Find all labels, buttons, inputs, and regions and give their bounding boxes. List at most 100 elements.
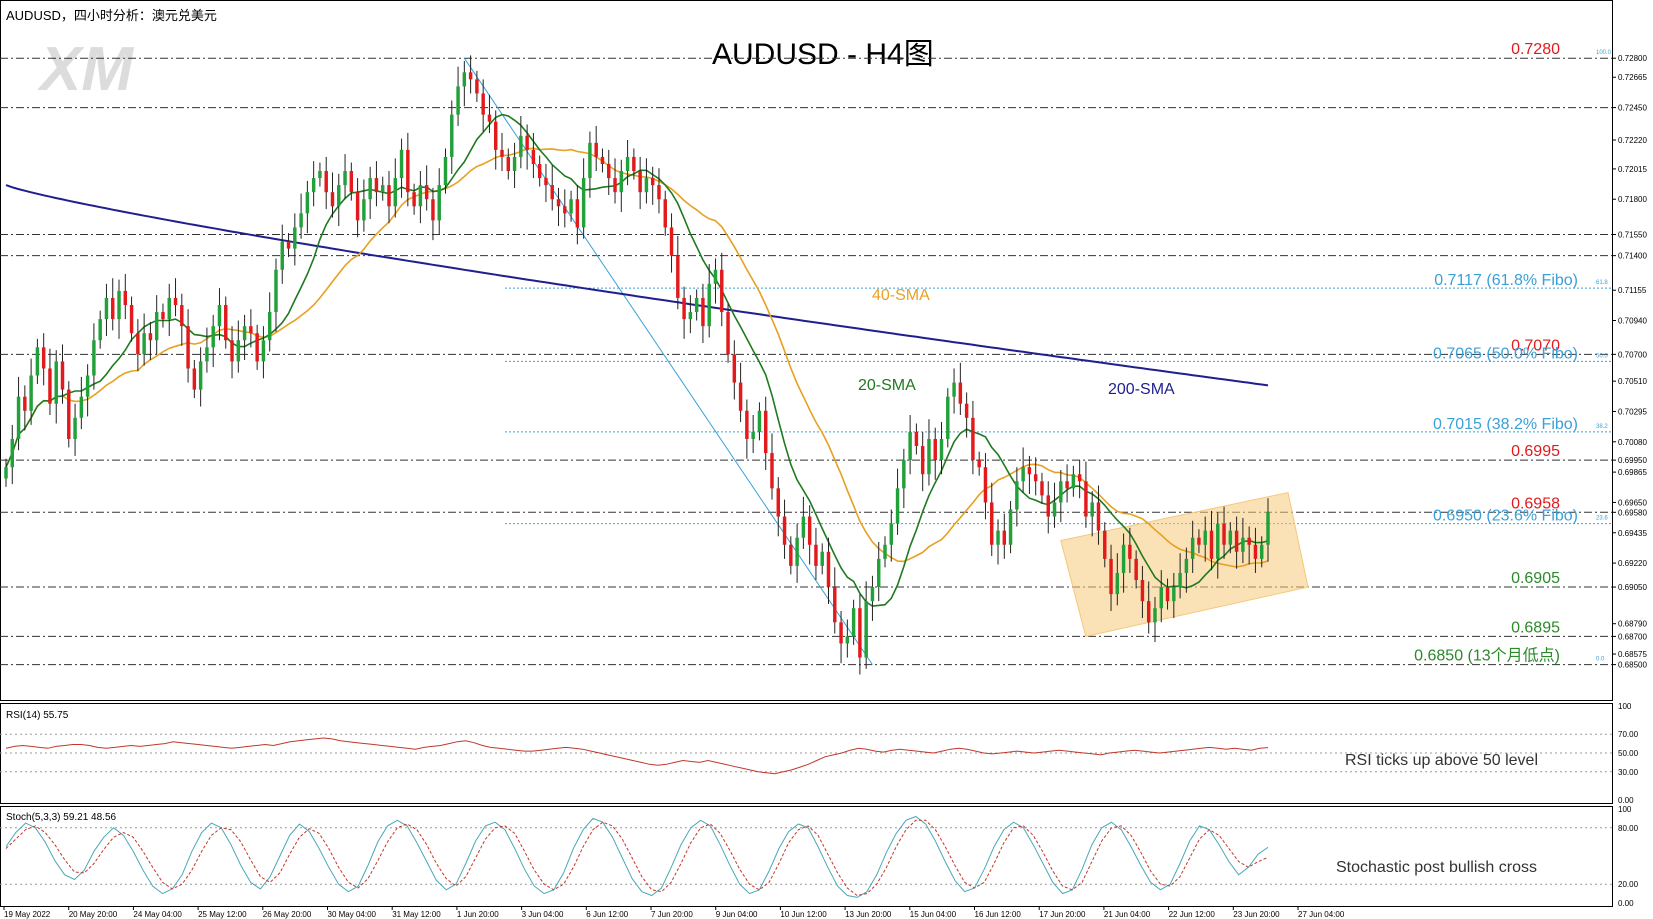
bullish-candle [512,156,517,172]
bearish-candle [1247,537,1251,545]
symbol-header: AUDUSD，四小时分析：澳元兑美元 [6,8,217,23]
bullish-candle [399,149,404,179]
price-tick-label: 0.69220 [1618,559,1647,568]
time-tick-label: 9 Jun 04:00 [716,910,758,919]
bearish-candle [1065,481,1069,489]
price-tick-label: 0.69865 [1618,468,1647,477]
time-tick-label: 7 Jun 20:00 [651,910,693,919]
level-label: 0.6958 [1511,495,1560,512]
bearish-candle [111,297,115,320]
bearish-candle [230,340,234,362]
time-axis: 19 May 2022 20 May 20:00 24 May 04:00 25 Ma… [3,906,1345,919]
bullish-candle [267,312,272,341]
bullish-candle [1071,474,1076,489]
bearish-candle [255,333,259,362]
bearish-candle [1033,474,1038,482]
fibo-pct: 61.8 [1596,280,1608,286]
bearish-candle [738,382,743,411]
moving-averages [5,113,1269,607]
price-tick-label: 0.71155 [1618,286,1647,295]
osc-tick-label: 100 [1618,805,1632,814]
chart-title: AUDUSD - H4图 [712,38,934,71]
bearish-candle [249,326,253,334]
price-tick-label: 0.70700 [1618,350,1647,359]
price-tick-label: 0.70510 [1618,377,1647,386]
price-tick-label: 0.71550 [1618,230,1647,239]
osc-line [5,815,1269,898]
bearish-candle [41,347,46,369]
bearish-candle [1165,587,1170,602]
bullish-candle [54,361,58,404]
osc-tick-label: 30.00 [1618,768,1639,777]
time-tick-label: 3 Jun 04:00 [522,910,564,919]
time-tick-label: 23 Jun 20:00 [1233,910,1280,919]
bullish-candle [4,467,8,479]
bearish-candle [933,438,937,461]
level-label: 0.7070 [1511,337,1560,354]
bearish-candle [1077,474,1082,482]
fibo-label: 0.6950 (23.6% Fibo) [1433,508,1578,525]
time-tick-label: 24 May 04:00 [133,910,182,919]
bearish-candle [129,305,134,334]
bullish-candle [79,396,84,418]
osc-line [5,737,1269,775]
bullish-candle [337,185,341,207]
bearish-candle [763,410,768,454]
bearish-candle [920,446,925,475]
osc-line [5,819,1269,897]
bullish-candle [1241,537,1245,552]
osc-tick-label: 0.00 [1618,796,1634,805]
bearish-candle [650,178,655,186]
bullish-candle [280,241,284,270]
bearish-candle [1109,558,1113,595]
bearish-candle [161,312,165,320]
bearish-candle [789,544,793,566]
bearish-candle [324,171,328,193]
stoch-header: Stoch(5,3,3) 59.21 48.56 [6,812,117,823]
rsi-annotation: RSI ticks up above 50 level [1345,752,1538,769]
osc-tick-label: 20.00 [1618,880,1639,889]
bearish-candle [468,72,473,80]
bearish-candle [720,269,724,313]
time-tick-label: 13 Jun 20:00 [845,910,892,919]
price-tick-label: 0.68700 [1618,632,1647,641]
price-tick-label: 0.72665 [1618,73,1647,82]
bullish-candle [588,142,592,179]
time-tick-label: 20 May 20:00 [69,910,118,919]
bullish-candle [908,431,912,461]
bullish-candle [104,297,109,320]
bearish-candle [224,305,228,341]
bearish-candle [726,312,730,355]
bullish-candle [1059,481,1063,503]
bearish-candle [349,171,354,193]
sma40-line [5,147,1269,568]
bearish-candle [537,163,542,179]
time-tick-label: 22 Jun 12:00 [1169,910,1216,919]
bearish-candle [770,453,774,489]
bearish-candle [1140,580,1145,602]
bearish-candle [632,156,636,172]
stochastic-panel: 100 80.00 20.00 0.00 [0,805,1639,908]
bearish-candle [1146,601,1151,623]
bearish-candle [563,206,567,214]
bullish-candle [299,213,303,228]
bullish-candle [1121,544,1126,573]
bullish-candle [1178,572,1182,588]
sma20-label: 20-SMA [858,377,916,394]
bearish-candle [1222,523,1226,545]
level-label: 0.6995 [1511,443,1560,460]
bullish-candle [644,178,649,193]
bullish-candle [694,297,699,313]
bullish-candle [167,297,171,320]
bearish-candle [964,403,969,418]
price-tick-label: 0.68575 [1618,650,1647,659]
bullish-candle [795,537,799,566]
bullish-candle [380,185,385,193]
bullish-candle [1203,530,1207,545]
bearish-candle [782,516,787,545]
bearish-candle [355,192,360,221]
bearish-candle [431,199,435,221]
bullish-candle [801,516,806,538]
bearish-candle [807,516,812,545]
bearish-candle [1096,502,1101,531]
